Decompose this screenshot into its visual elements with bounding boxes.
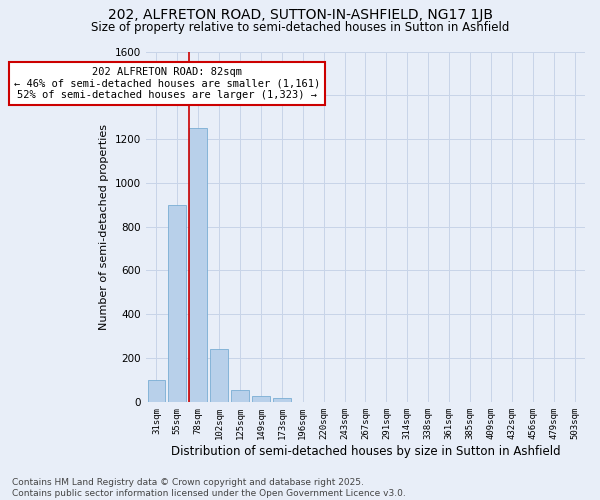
Text: Size of property relative to semi-detached houses in Sutton in Ashfield: Size of property relative to semi-detach… [91,21,509,34]
Bar [231,390,249,402]
Bar [252,396,270,402]
Y-axis label: Number of semi-detached properties: Number of semi-detached properties [100,124,109,330]
Bar [190,128,207,402]
X-axis label: Distribution of semi-detached houses by size in Sutton in Ashfield: Distribution of semi-detached houses by … [170,444,560,458]
Bar [148,380,166,402]
Bar [210,350,228,402]
Text: Contains HM Land Registry data © Crown copyright and database right 2025.
Contai: Contains HM Land Registry data © Crown c… [12,478,406,498]
Bar [273,398,291,402]
Text: 202 ALFRETON ROAD: 82sqm
← 46% of semi-detached houses are smaller (1,161)
52% o: 202 ALFRETON ROAD: 82sqm ← 46% of semi-d… [14,67,320,100]
Bar [169,205,186,402]
Text: 202, ALFRETON ROAD, SUTTON-IN-ASHFIELD, NG17 1JB: 202, ALFRETON ROAD, SUTTON-IN-ASHFIELD, … [107,8,493,22]
